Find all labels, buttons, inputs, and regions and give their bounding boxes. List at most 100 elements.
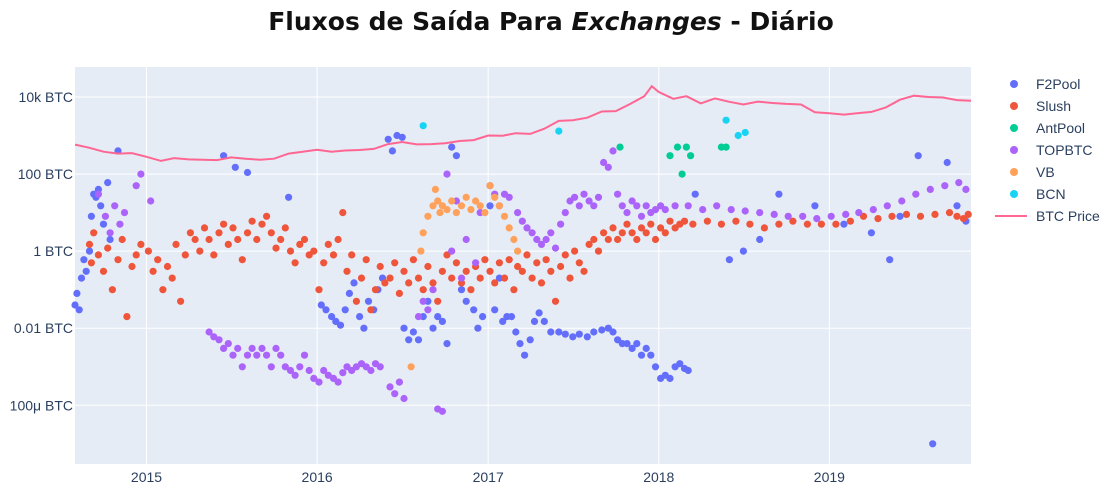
data-point bbox=[438, 407, 446, 415]
data-point bbox=[231, 163, 239, 171]
legend-item[interactable]: VB bbox=[1010, 164, 1055, 180]
legend-item[interactable]: F2Pool bbox=[1010, 76, 1080, 92]
data-point bbox=[811, 202, 819, 210]
data-point bbox=[666, 374, 674, 382]
data-point bbox=[846, 217, 855, 225]
data-point bbox=[443, 340, 451, 348]
data-point bbox=[775, 190, 783, 198]
data-point bbox=[551, 244, 560, 252]
data-point bbox=[87, 259, 95, 267]
data-point bbox=[85, 247, 94, 255]
data-point bbox=[362, 256, 370, 264]
data-point bbox=[486, 267, 494, 275]
data-point bbox=[618, 229, 626, 237]
data-point bbox=[281, 224, 289, 232]
data-point bbox=[832, 220, 840, 228]
data-point bbox=[168, 274, 176, 282]
data-point bbox=[305, 366, 313, 375]
chart-title: Fluxos de Saída Para Exchanges - Diário bbox=[268, 7, 834, 36]
data-point bbox=[590, 235, 598, 244]
data-point bbox=[633, 202, 641, 210]
data-point bbox=[391, 390, 399, 398]
series-vb bbox=[407, 182, 522, 371]
data-point bbox=[547, 267, 555, 275]
legend-label: VB bbox=[1036, 164, 1055, 180]
data-point bbox=[424, 306, 432, 314]
data-point bbox=[328, 313, 336, 321]
data-point bbox=[590, 202, 598, 210]
data-point bbox=[200, 224, 209, 232]
data-point bbox=[600, 158, 608, 167]
data-point bbox=[637, 224, 646, 232]
data-point bbox=[505, 256, 513, 264]
data-point bbox=[512, 328, 520, 336]
data-point bbox=[600, 229, 608, 237]
data-point bbox=[419, 286, 427, 294]
data-point bbox=[642, 202, 650, 210]
data-point bbox=[609, 328, 617, 336]
data-point bbox=[964, 210, 972, 218]
data-point bbox=[676, 360, 684, 368]
data-point bbox=[71, 301, 79, 309]
data-point bbox=[571, 193, 579, 201]
legend-item[interactable]: TOPBTC bbox=[1010, 142, 1093, 158]
data-point bbox=[623, 220, 631, 228]
data-point bbox=[472, 259, 480, 267]
data-point bbox=[537, 240, 546, 248]
data-point bbox=[580, 267, 588, 275]
data-point bbox=[583, 333, 591, 341]
data-point bbox=[474, 324, 482, 332]
data-point bbox=[867, 229, 876, 237]
grid-layer bbox=[75, 67, 971, 464]
legend[interactable]: F2Pool Slush AntPool TOPBTC VB BCN BTC Price bbox=[995, 76, 1100, 224]
data-point bbox=[429, 286, 437, 294]
data-point bbox=[272, 244, 280, 252]
data-point bbox=[448, 143, 456, 151]
data-point bbox=[357, 274, 366, 282]
data-point bbox=[452, 259, 460, 267]
data-point bbox=[516, 340, 524, 348]
data-point bbox=[238, 363, 246, 371]
data-point bbox=[376, 262, 384, 271]
data-point bbox=[537, 279, 546, 287]
data-point bbox=[360, 324, 368, 332]
data-point bbox=[419, 297, 427, 305]
legend-item[interactable]: Slush bbox=[1010, 98, 1071, 114]
data-point bbox=[386, 383, 394, 391]
data-point bbox=[594, 247, 603, 255]
data-point bbox=[414, 313, 423, 321]
data-point bbox=[429, 279, 437, 287]
data-point bbox=[258, 220, 266, 228]
data-point bbox=[633, 340, 641, 348]
data-point bbox=[248, 217, 256, 225]
legend-marker-swatch bbox=[1010, 190, 1018, 198]
legend-item[interactable]: AntPool bbox=[1010, 120, 1085, 136]
data-point bbox=[467, 206, 475, 214]
data-point bbox=[234, 235, 242, 244]
data-point bbox=[310, 247, 318, 255]
data-point bbox=[689, 220, 697, 228]
data-point bbox=[144, 247, 152, 255]
data-point bbox=[505, 193, 513, 201]
data-point bbox=[518, 267, 526, 275]
data-point bbox=[542, 256, 550, 264]
data-point bbox=[481, 209, 489, 217]
legend-item[interactable]: BCN bbox=[1010, 186, 1066, 202]
data-point bbox=[756, 235, 764, 244]
data-point bbox=[500, 212, 509, 220]
data-point bbox=[417, 247, 425, 255]
legend-label: TOPBTC bbox=[1036, 142, 1093, 158]
data-point bbox=[320, 259, 328, 267]
data-point bbox=[186, 229, 194, 237]
legend-item[interactable]: BTC Price bbox=[995, 208, 1100, 224]
data-point bbox=[507, 313, 516, 321]
data-point bbox=[671, 202, 679, 210]
data-point bbox=[827, 212, 835, 220]
data-point bbox=[452, 209, 460, 217]
data-point bbox=[395, 378, 403, 386]
data-point bbox=[163, 262, 172, 271]
y-tick-label: 10k BTC bbox=[19, 89, 73, 105]
data-point bbox=[687, 152, 695, 160]
data-point bbox=[813, 215, 821, 223]
data-point bbox=[322, 306, 330, 314]
